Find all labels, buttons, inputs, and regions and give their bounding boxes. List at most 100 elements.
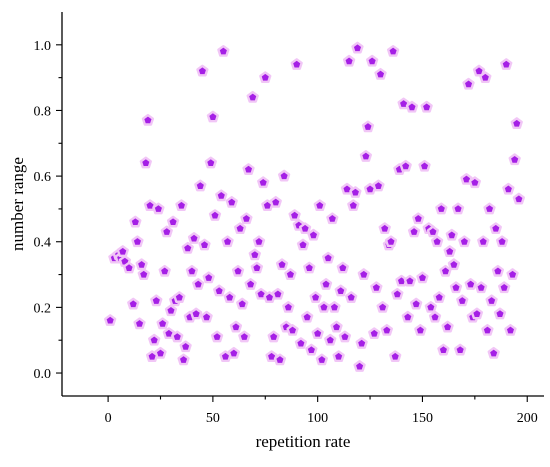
scatter-point [177,353,190,366]
scatter-point [389,350,402,363]
scatter-point [445,228,458,241]
x-tick-label: 50 [206,411,220,426]
scatter-point [374,67,387,80]
scatter-point [481,323,494,336]
scatter-point [290,58,303,70]
x-tick-label: 100 [307,411,328,426]
scatter-point [135,258,148,271]
scatter-point [483,202,496,215]
scatter-point [189,307,203,320]
scatter-point [477,235,490,248]
scatter-point [353,360,366,372]
scatter-point [426,225,440,238]
scatter-point [414,323,427,336]
scatter-point [416,271,429,284]
scatter-point [259,71,272,84]
scatter-point [185,264,199,277]
scatter-point [225,195,238,208]
scatter-point [454,343,467,356]
y-tick-label: 0.4 [34,236,52,251]
scatter-point [269,195,282,208]
scatter-point [173,291,186,303]
scatter-point [334,284,347,297]
scatter-point [301,310,314,323]
scatter-point [152,202,165,215]
scatter-point [468,176,481,189]
scatter-point [210,330,224,343]
scatter-point [267,330,280,343]
scatter-point [141,113,155,126]
scatter-point [202,271,215,284]
scatter-point [447,258,461,271]
scatter-point [487,346,500,359]
scatter-point [506,268,519,280]
scatter-point [227,346,240,359]
scatter-point [332,350,345,363]
scatter-point [277,169,291,182]
scatter-point [495,235,509,248]
scatter-point [405,100,419,113]
scatter-point [451,202,465,215]
scatter-point [420,100,433,113]
scatter-point [154,346,167,359]
scatter-point [418,159,431,172]
scatter-point [271,287,284,300]
scatter-point [250,261,264,274]
y-tick-label: 0.6 [34,170,52,185]
scatter-point [139,156,152,169]
x-axis-label: repetition rate [256,432,351,451]
scatter-point [179,340,192,353]
scatter-point [171,330,184,343]
y-tick-label: 0.0 [34,367,52,382]
scatter-point [116,245,129,258]
scatter-point [428,310,442,323]
scatter-point [206,110,220,123]
scatter-point [148,333,161,346]
scatter-point [240,212,253,225]
scatter-point [129,215,142,228]
scatter-point [104,314,117,326]
scatter-point [122,261,136,274]
scatter-point [433,291,446,303]
scatter-point [472,64,486,77]
scatter-point [282,300,295,313]
scatter-point [386,44,400,57]
scatter-point [137,268,150,280]
scatter-point [456,294,469,307]
scatter-point [252,235,266,248]
scatter-point [441,320,454,333]
scatter-point [187,232,201,244]
scatter-point [194,179,207,192]
scatter-point [286,323,299,336]
scatter-point [242,163,255,175]
scatter-point [401,310,414,323]
scatter-point [458,235,471,248]
scatter-point [430,235,444,248]
scatter-point [164,304,178,317]
scatter-point [508,153,521,166]
scatter-point [336,261,349,274]
scatter-point [131,235,144,248]
y-axis-label: number range [8,157,27,251]
scatter-point [324,333,337,346]
scatter-point [328,300,341,313]
scatter-point [372,179,385,192]
scatter-point [158,264,171,277]
data-points [104,41,525,372]
scatter-point [307,228,320,241]
scatter-point [311,327,324,340]
scatter-point [248,248,261,261]
scatter-point [449,281,463,294]
scatter-point [500,58,513,70]
scatter-point [435,202,448,215]
scatter-point [233,222,247,235]
scatter-point [355,337,368,349]
scatter-point [439,264,452,277]
scatter-point [474,281,488,294]
scatter-point [303,261,316,274]
scatter-point [326,212,339,225]
scatter-point [510,117,523,130]
scatter-point [275,258,289,271]
scatter-point [443,245,456,258]
